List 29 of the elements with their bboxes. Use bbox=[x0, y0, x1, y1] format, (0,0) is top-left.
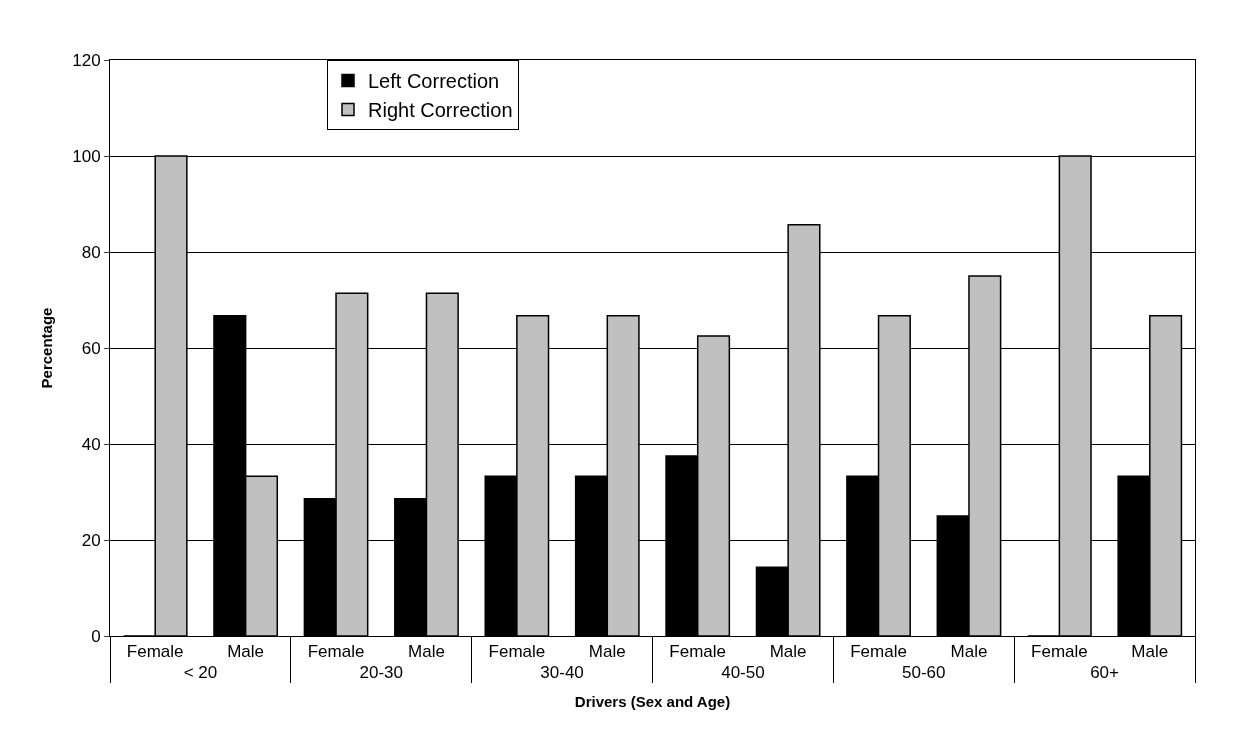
text: 20-30 bbox=[359, 663, 403, 683]
x-tick-label: Male bbox=[227, 642, 265, 662]
text: < 20 bbox=[183, 663, 218, 683]
x-tick-label: Female bbox=[488, 642, 546, 662]
y-tick-label: 60 bbox=[81, 338, 101, 358]
y-tick-label: 40 bbox=[81, 434, 101, 454]
x-tick-label: Male bbox=[1131, 642, 1169, 662]
x-tick-label: Male bbox=[769, 642, 807, 662]
y-tick-label: 20 bbox=[81, 530, 101, 550]
y-tick-label: 80 bbox=[81, 242, 101, 262]
legend-label: Right Correction bbox=[368, 99, 513, 122]
x-tick-label: Male bbox=[408, 642, 445, 662]
text: 60+ bbox=[1090, 663, 1120, 683]
x-tick-label: Male bbox=[588, 642, 626, 662]
x-tick-label: Female bbox=[307, 642, 365, 662]
x-tick-label: Female bbox=[669, 642, 727, 662]
text: 50-60 bbox=[902, 663, 946, 683]
y-tick-label: 100 bbox=[72, 146, 101, 166]
legend-label: Left Correction bbox=[368, 70, 500, 93]
text: 30-40 bbox=[540, 663, 584, 683]
x-axis-title: Drivers (Sex and Age) bbox=[574, 693, 731, 711]
x-tick-label: Female bbox=[850, 642, 907, 662]
x-tick-label: Female bbox=[126, 642, 184, 662]
x-tick-label: Male bbox=[950, 642, 988, 662]
y-axis-title: Percentage bbox=[38, 307, 56, 389]
y-tick-label: 120 bbox=[72, 50, 101, 70]
text: 40-50 bbox=[721, 663, 765, 683]
x-tick-label: Female bbox=[1031, 642, 1088, 662]
y-tick-label: 0 bbox=[91, 626, 101, 646]
